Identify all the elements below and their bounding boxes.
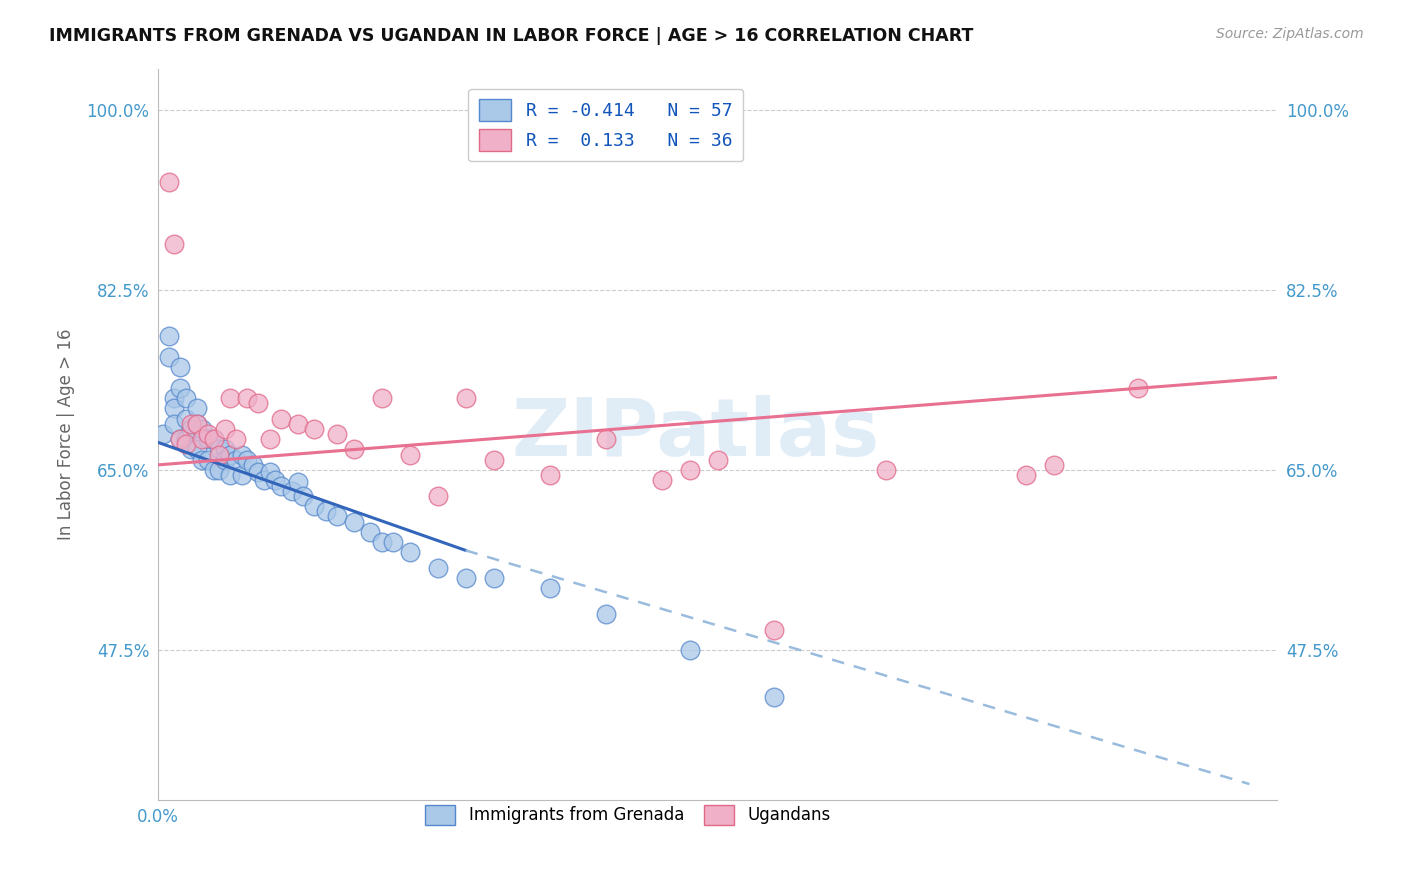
- Point: [706, 452, 728, 467]
- Point: [231, 448, 253, 462]
- Text: ZIPatlas: ZIPatlas: [510, 395, 879, 473]
- Point: [163, 417, 186, 431]
- Point: [875, 463, 897, 477]
- Legend: Immigrants from Grenada, Ugandans: Immigrants from Grenada, Ugandans: [415, 795, 841, 835]
- Point: [214, 422, 236, 436]
- Point: [281, 483, 304, 498]
- Point: [482, 452, 505, 467]
- Point: [595, 432, 617, 446]
- Point: [762, 623, 785, 637]
- Point: [174, 437, 197, 451]
- Point: [169, 432, 191, 446]
- Point: [208, 448, 231, 462]
- Point: [270, 411, 292, 425]
- Point: [152, 427, 174, 442]
- Point: [287, 417, 309, 431]
- Point: [359, 524, 381, 539]
- Point: [651, 474, 673, 488]
- Point: [186, 442, 208, 457]
- Y-axis label: In Labor Force | Age > 16: In Labor Force | Age > 16: [58, 328, 75, 540]
- Point: [304, 499, 326, 513]
- Point: [214, 452, 236, 467]
- Point: [326, 509, 349, 524]
- Point: [247, 396, 270, 410]
- Point: [180, 442, 202, 457]
- Point: [236, 391, 259, 405]
- Point: [304, 422, 326, 436]
- Point: [219, 448, 242, 462]
- Point: [225, 452, 247, 467]
- Point: [398, 448, 420, 462]
- Point: [191, 422, 214, 436]
- Point: [202, 432, 225, 446]
- Point: [482, 571, 505, 585]
- Point: [157, 175, 180, 189]
- Point: [169, 360, 191, 375]
- Point: [454, 571, 477, 585]
- Point: [454, 391, 477, 405]
- Point: [197, 427, 219, 442]
- Point: [202, 432, 225, 446]
- Point: [180, 417, 202, 431]
- Point: [326, 427, 349, 442]
- Point: [186, 417, 208, 431]
- Point: [169, 381, 191, 395]
- Point: [762, 690, 785, 704]
- Point: [174, 391, 197, 405]
- Point: [342, 442, 364, 457]
- Point: [538, 468, 561, 483]
- Point: [197, 432, 219, 446]
- Point: [169, 432, 191, 446]
- Point: [231, 468, 253, 483]
- Point: [381, 535, 404, 549]
- Point: [157, 329, 180, 343]
- Point: [264, 474, 287, 488]
- Point: [1014, 468, 1036, 483]
- Point: [214, 442, 236, 457]
- Point: [191, 452, 214, 467]
- Point: [259, 432, 281, 446]
- Point: [678, 643, 700, 657]
- Point: [678, 463, 700, 477]
- Point: [538, 582, 561, 596]
- Point: [1042, 458, 1064, 472]
- Text: IMMIGRANTS FROM GRENADA VS UGANDAN IN LABOR FORCE | AGE > 16 CORRELATION CHART: IMMIGRANTS FROM GRENADA VS UGANDAN IN LA…: [49, 27, 973, 45]
- Point: [342, 515, 364, 529]
- Point: [157, 350, 180, 364]
- Point: [202, 463, 225, 477]
- Point: [163, 401, 186, 416]
- Point: [236, 452, 259, 467]
- Point: [398, 545, 420, 559]
- Point: [426, 561, 449, 575]
- Point: [259, 465, 281, 479]
- Point: [426, 489, 449, 503]
- Point: [186, 417, 208, 431]
- Point: [225, 432, 247, 446]
- Point: [287, 475, 309, 490]
- Point: [219, 391, 242, 405]
- Point: [595, 607, 617, 622]
- Point: [197, 452, 219, 467]
- Point: [208, 463, 231, 477]
- Point: [163, 391, 186, 405]
- Point: [292, 489, 315, 503]
- Point: [219, 468, 242, 483]
- Point: [1126, 381, 1149, 395]
- Point: [186, 401, 208, 416]
- Point: [370, 391, 392, 405]
- Point: [180, 422, 202, 436]
- Point: [163, 236, 186, 251]
- Point: [174, 411, 197, 425]
- Point: [270, 478, 292, 492]
- Point: [191, 432, 214, 446]
- Point: [370, 535, 392, 549]
- Point: [208, 442, 231, 457]
- Point: [247, 465, 270, 479]
- Point: [315, 504, 337, 518]
- Point: [174, 432, 197, 446]
- Point: [253, 474, 276, 488]
- Text: Source: ZipAtlas.com: Source: ZipAtlas.com: [1216, 27, 1364, 41]
- Point: [242, 458, 264, 472]
